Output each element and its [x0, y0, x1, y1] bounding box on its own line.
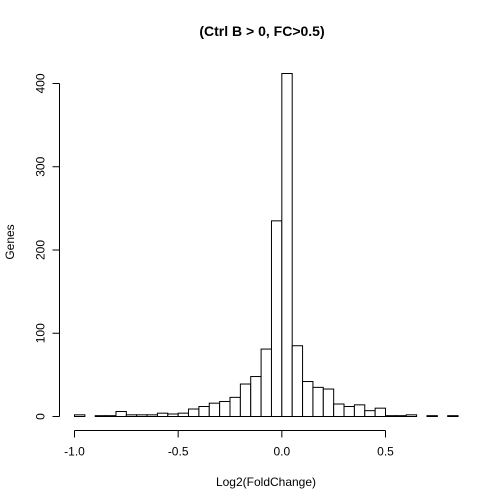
histogram-bar-29: [374, 407, 387, 418]
histogram-bar-18: [260, 348, 272, 418]
histogram-bar-4: [115, 411, 127, 417]
histogram-bar-24: [322, 388, 335, 417]
histogram-bar-28: [364, 410, 376, 418]
histogram-bar-22: [302, 381, 314, 417]
histogram-bar-20: [281, 73, 293, 417]
histogram-bar-31: [395, 415, 407, 418]
histogram-bar-17: [250, 376, 262, 418]
histogram-bar-26: [343, 406, 355, 418]
y-axis: 0 100 200 300 400: [34, 73, 60, 420]
y-tick-label-4: 400: [34, 73, 48, 93]
y-tick-label-3: 300: [34, 156, 48, 176]
histogram-bar-21: [291, 345, 304, 417]
histogram-bar-15: [229, 396, 241, 418]
histogram-bar-23: [312, 386, 324, 417]
x-tick-label-0: -1.0: [64, 445, 85, 459]
y-tick-label-2: 200: [34, 240, 48, 260]
histogram-bar-32: [405, 414, 418, 417]
histogram-bar-9: [167, 413, 179, 417]
histogram-bar-19: [270, 220, 283, 417]
histogram-bar-6: [136, 414, 148, 417]
histogram-bar-16: [239, 383, 252, 417]
histogram-bar-5: [125, 414, 138, 417]
histogram-bar-34: [426, 415, 438, 418]
y-tick-label-0: 0: [34, 413, 48, 420]
histogram-bar-25: [333, 403, 345, 418]
histogram-bar-14: [219, 401, 231, 418]
histogram-bar-27: [353, 404, 366, 417]
x-tick-label-1: -0.5: [168, 445, 189, 459]
x-axis-label: Log2(FoldChange): [216, 475, 316, 489]
histogram-bar-12: [198, 406, 210, 418]
y-axis-label: Genes: [3, 224, 17, 259]
histogram-bar-36: [447, 415, 459, 418]
histogram-bar-3: [105, 415, 117, 418]
histogram-bar-13: [208, 402, 221, 417]
histogram-bar-11: [188, 408, 200, 418]
histogram-bar-10: [177, 412, 190, 418]
y-tick-label-1: 100: [34, 323, 48, 343]
x-tick-label-3: 0.5: [377, 445, 394, 459]
x-axis: -1.0 -0.5 0.0 0.5: [64, 430, 394, 459]
chart-title: (Ctrl B > 0, FC>0.5): [199, 23, 324, 39]
histogram-bar-30: [385, 415, 397, 418]
histogram-bar-7: [146, 414, 158, 417]
x-tick-label-2: 0.0: [273, 445, 290, 459]
histogram-bar-0: [74, 414, 86, 417]
histogram-bar-2: [94, 415, 107, 418]
histogram-bar-8: [156, 412, 169, 418]
bars-group: [74, 73, 459, 418]
